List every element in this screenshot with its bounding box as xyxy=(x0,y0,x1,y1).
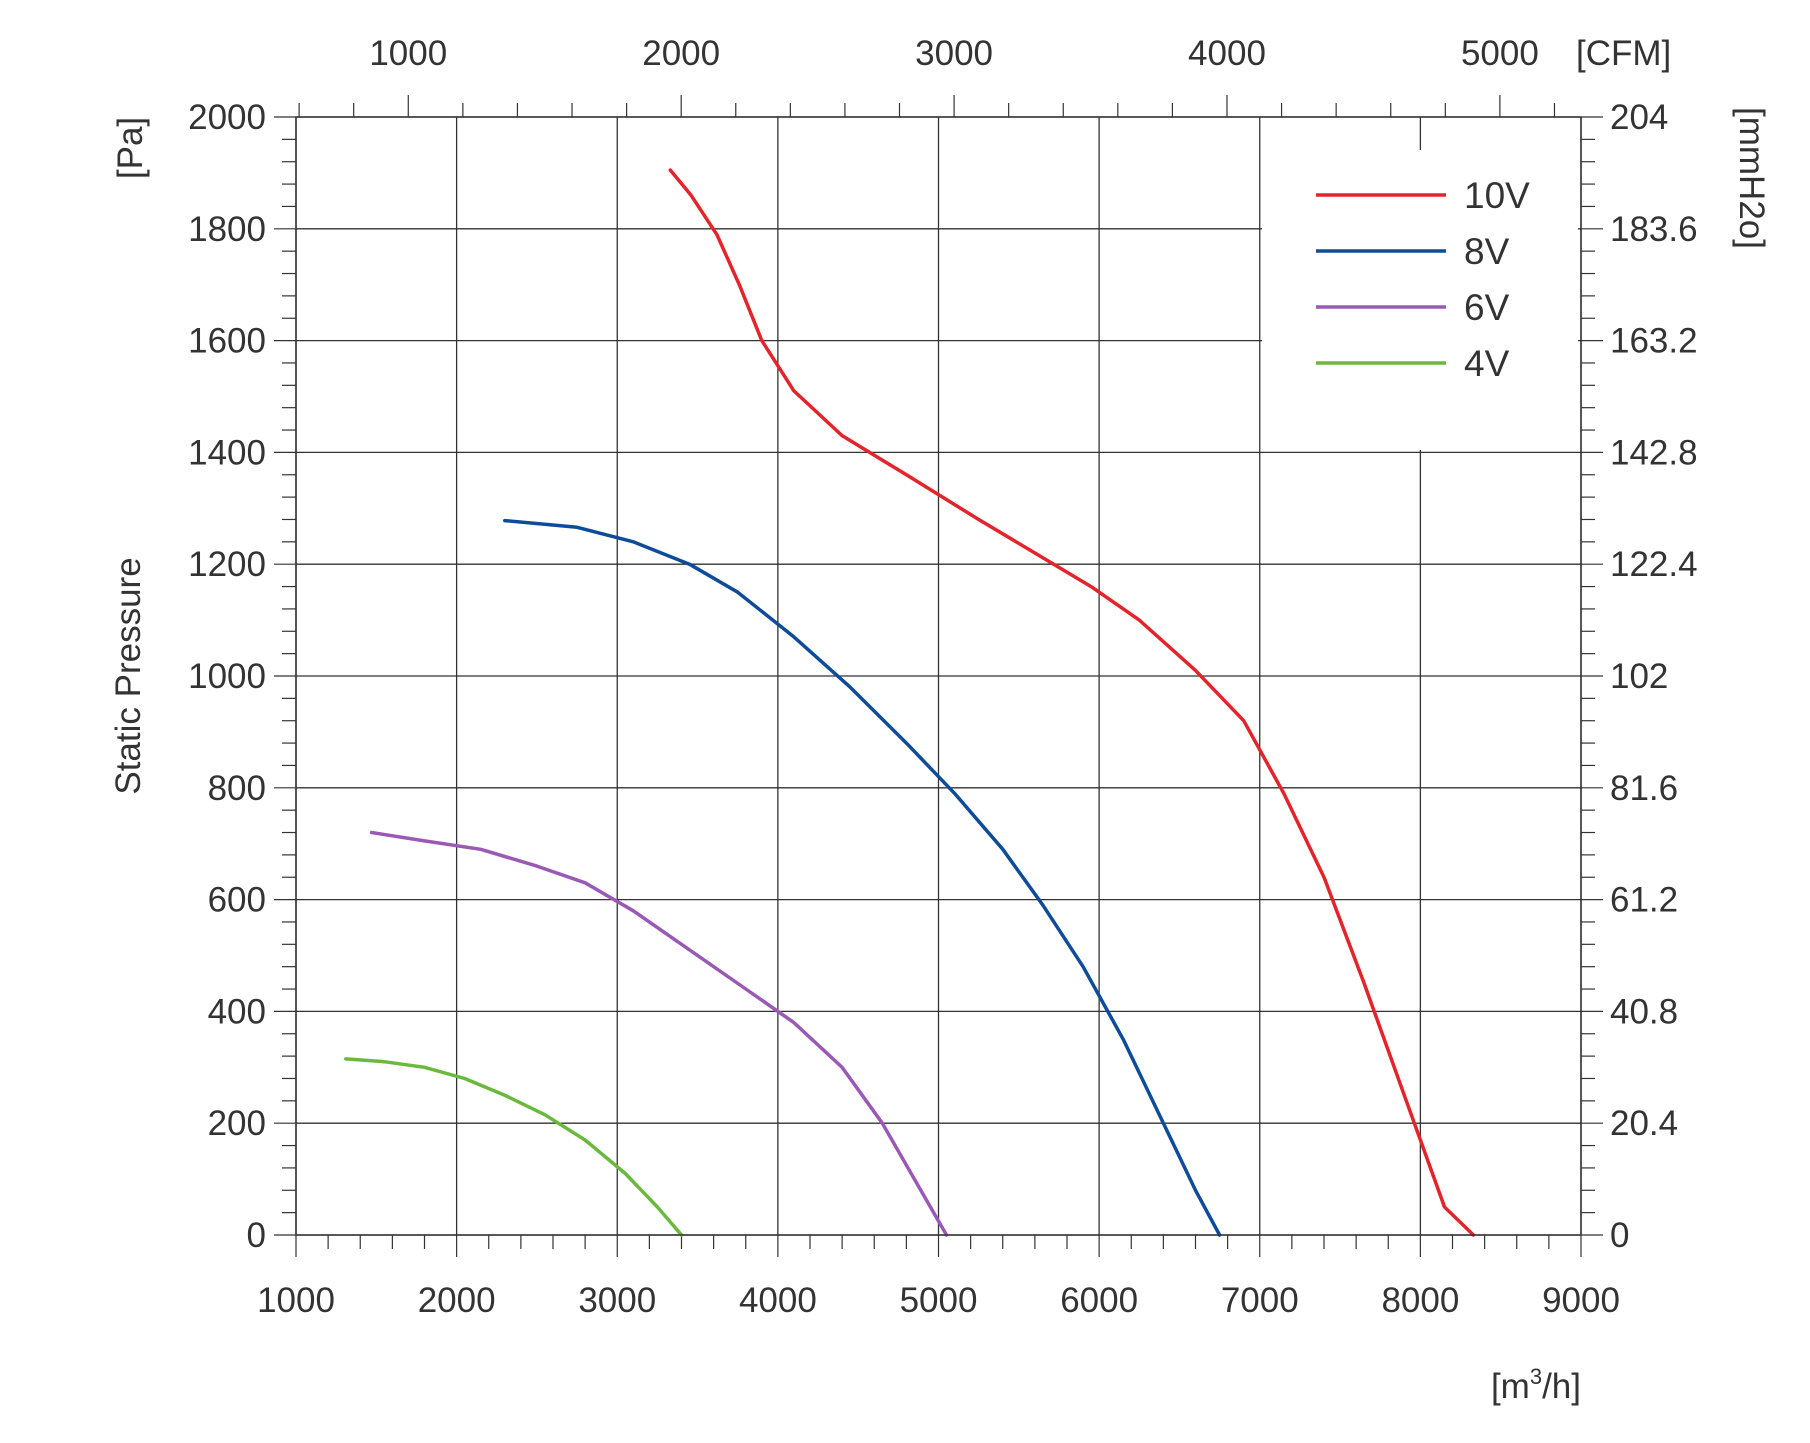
secondary-y-axis-unit: [mmH2o] xyxy=(1732,107,1771,249)
y-tick-label: 0 xyxy=(247,1216,266,1255)
series-line-4v xyxy=(344,1057,684,1237)
y-tick-label: 1800 xyxy=(188,210,266,249)
legend-label-4v: 4V xyxy=(1464,343,1510,384)
x-axis-title-superscript: 3 xyxy=(1530,1364,1542,1389)
x-tick-label: 4000 xyxy=(739,1281,817,1320)
x-axis-title: [m3/h] xyxy=(1491,1364,1581,1406)
x-tick-label: 5000 xyxy=(900,1281,978,1320)
legend-label-6v: 6V xyxy=(1464,287,1510,328)
cfm-tick-label: 1000 xyxy=(369,34,447,73)
x-tick-label: 7000 xyxy=(1221,1281,1299,1320)
cfm-tick-label: 2000 xyxy=(642,34,720,73)
plot-frame xyxy=(295,116,1582,1236)
x-tick-label: 6000 xyxy=(1060,1281,1138,1320)
legend-box xyxy=(1262,150,1578,450)
y-axis-title: Static Pressure xyxy=(109,557,148,794)
x-tick-label: 8000 xyxy=(1381,1281,1459,1320)
mmh2o-tick-label: 183.6 xyxy=(1610,210,1698,249)
y-tick-labels: 0 200 400 600 800 1000 1200 1400 1600 1800 2000 xyxy=(188,98,266,1255)
y-axis-unit: [Pa] xyxy=(111,117,150,179)
x-tick-labels: 1000 2000 3000 4000 5000 6000 7000 8000 9000 xyxy=(257,1281,1620,1320)
y-tick-label: 1000 xyxy=(188,657,266,696)
cfm-tick-label: 5000 xyxy=(1461,34,1539,73)
legend-label-8v: 8V xyxy=(1464,231,1510,272)
cfm-tick-labels: 1000 2000 3000 4000 5000 xyxy=(369,34,1538,73)
mmh2o-tick-label: 102 xyxy=(1610,657,1668,696)
mmh2o-tick-label: 0 xyxy=(1610,1216,1629,1255)
y-tick-label: 200 xyxy=(208,1104,266,1143)
x-axis-title-tail: /h] xyxy=(1542,1367,1581,1406)
y-tick-label: 600 xyxy=(208,881,266,920)
series-line-8v xyxy=(503,518,1222,1237)
tick-marks xyxy=(274,95,1603,1257)
x-tick-label: 2000 xyxy=(418,1281,496,1320)
series-line-6v xyxy=(369,830,949,1237)
mmh2o-tick-label: 204 xyxy=(1610,98,1668,137)
mmh2o-tick-label: 142.8 xyxy=(1610,433,1698,472)
cfm-tick-label: 4000 xyxy=(1188,34,1266,73)
mmh2o-tick-labels: 0 20.4 40.8 61.2 81.6 102 122.4 142.8 163.2 183.6… xyxy=(1610,98,1698,1255)
mmh2o-tick-label: 61.2 xyxy=(1610,881,1678,920)
y-tick-label: 1400 xyxy=(188,433,266,472)
series-lines xyxy=(344,168,1476,1237)
x-tick-label: 9000 xyxy=(1542,1281,1620,1320)
mmh2o-tick-label: 81.6 xyxy=(1610,769,1678,808)
y-tick-label: 400 xyxy=(208,992,266,1031)
legend-label-10v: 10V xyxy=(1464,175,1530,216)
x-axis-title-base: [m xyxy=(1491,1367,1530,1406)
y-tick-label: 1600 xyxy=(188,322,266,361)
secondary-x-axis-unit: [CFM] xyxy=(1576,34,1671,73)
mmh2o-tick-label: 20.4 xyxy=(1610,1104,1678,1143)
series-line-10v xyxy=(668,168,1476,1237)
y-tick-label: 2000 xyxy=(188,98,266,137)
legend: 10V 8V 6V 4V xyxy=(1316,175,1530,384)
mmh2o-tick-label: 163.2 xyxy=(1610,322,1698,361)
cfm-tick-label: 3000 xyxy=(915,34,993,73)
y-tick-label: 1200 xyxy=(188,545,266,584)
y-tick-label: 800 xyxy=(208,769,266,808)
mmh2o-tick-label: 122.4 xyxy=(1610,545,1698,584)
x-tick-label: 1000 xyxy=(257,1281,335,1320)
x-tick-label: 3000 xyxy=(578,1281,656,1320)
mmh2o-tick-label: 40.8 xyxy=(1610,992,1678,1031)
